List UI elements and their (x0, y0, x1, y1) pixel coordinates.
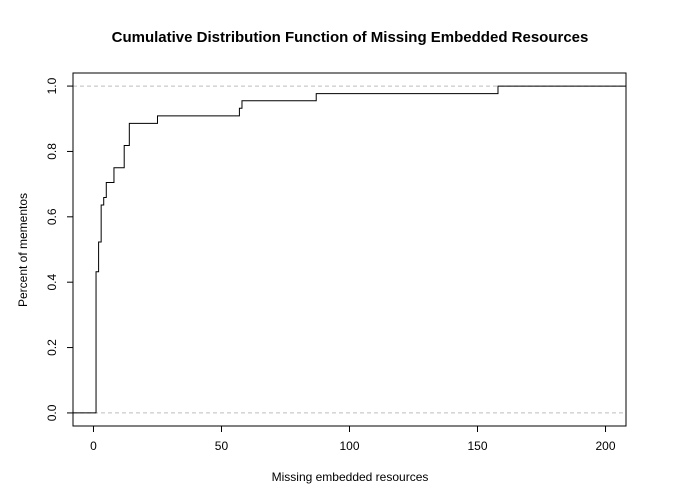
x-tick-label: 50 (215, 439, 229, 453)
series-layer (73, 85, 626, 414)
y-tick-label: 0.6 (45, 208, 59, 225)
y-tick-label: 1.0 (45, 77, 59, 94)
reference-lines (73, 85, 626, 414)
x-tick-label: 200 (596, 439, 616, 453)
x-tick-label: 0 (90, 439, 97, 453)
y-tick-label: 0.2 (45, 339, 59, 356)
plot-frame (72, 72, 627, 427)
x-axis-label: Missing embedded resources (272, 470, 429, 484)
cdf-step-line (73, 85, 626, 414)
y-axis-label: Percent of mementos (16, 193, 30, 307)
y-tick-label: 0.8 (45, 143, 59, 160)
y-tick-label: 0.4 (45, 274, 59, 291)
x-axis: 0 50 100 150 200 (90, 426, 616, 453)
y-axis: 0.0 0.2 0.4 0.6 0.8 1.0 (45, 77, 73, 421)
chart-title: Cumulative Distribution Function of Miss… (112, 29, 589, 46)
x-tick-label: 150 (467, 439, 487, 453)
y-tick-label: 0.0 (45, 404, 59, 421)
x-tick-label: 100 (339, 439, 359, 453)
